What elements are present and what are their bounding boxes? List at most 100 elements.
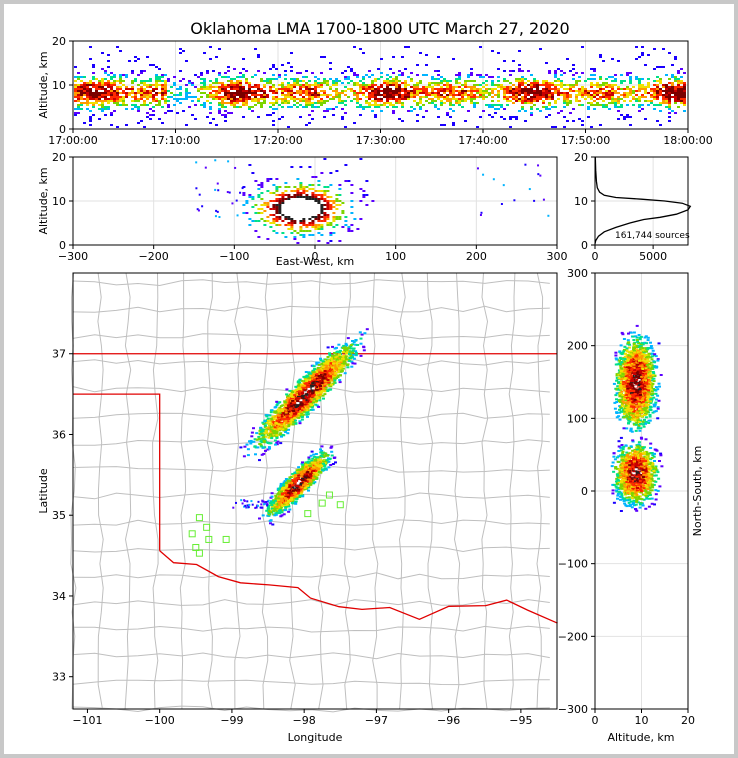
time-density-cell <box>440 102 443 104</box>
time-density-cell <box>98 96 101 98</box>
time-density-cell <box>74 80 77 82</box>
lightning-source <box>338 353 341 356</box>
time-axis-tick-label: 18:00:00 <box>663 134 712 147</box>
lightning-source <box>299 399 303 402</box>
lightning-source <box>351 340 354 342</box>
time-density-cell <box>671 82 674 84</box>
time-density-cell <box>599 78 602 80</box>
time-density-cell <box>398 96 401 98</box>
time-density-cell <box>344 100 347 102</box>
time-density-cell <box>608 90 611 92</box>
time-density-cell <box>536 86 539 88</box>
lightning-source <box>278 401 282 404</box>
time-density-cell <box>371 82 374 84</box>
time-density-cell <box>566 102 569 104</box>
eastwest-density-cell <box>344 220 348 222</box>
time-density-cell <box>575 82 578 84</box>
eastwest-density-cell <box>284 206 288 208</box>
lightning-source <box>326 360 330 363</box>
time-density-cell <box>314 80 317 82</box>
lightning-source <box>299 388 303 391</box>
time-density-cell <box>683 110 686 112</box>
lightning-source <box>342 364 346 367</box>
time-density-cell <box>218 72 221 74</box>
lightning-source <box>332 356 336 359</box>
lightning-source <box>272 432 276 435</box>
time-density-cell <box>599 54 602 56</box>
time-density-cell <box>554 72 557 74</box>
lightning-source <box>260 432 264 435</box>
time-density-cell <box>374 88 377 90</box>
time-density-cell <box>314 96 317 98</box>
time-density-cell <box>323 110 326 112</box>
time-density-cell <box>116 126 119 128</box>
eastwest-density-cell <box>326 206 330 208</box>
time-density-cell <box>185 88 188 90</box>
time-density-cell <box>677 80 680 82</box>
eastwest-density-cell <box>296 194 300 196</box>
lightning-source <box>275 442 279 444</box>
eastwest-density-cell <box>272 222 276 224</box>
lightning-source <box>262 429 266 432</box>
lightning-source <box>249 442 253 445</box>
time-density-cell <box>620 80 623 82</box>
time-density-cell <box>503 98 506 100</box>
time-density-cell <box>278 98 281 100</box>
time-density-cell <box>542 90 545 92</box>
time-density-cell <box>170 86 173 88</box>
time-density-cell <box>74 114 77 116</box>
time-density-cell <box>395 98 398 100</box>
time-density-cell <box>77 96 80 98</box>
time-density-cell <box>596 98 599 100</box>
lightning-source <box>303 408 307 411</box>
time-density-cell <box>98 86 101 88</box>
eastwest-density-cell <box>326 224 330 226</box>
time-density-cell <box>368 70 371 72</box>
time-density-cell <box>164 100 167 102</box>
time-density-cell <box>362 52 365 54</box>
eastwest-density-cell <box>311 214 315 216</box>
time-density-cell <box>542 96 545 98</box>
time-density-cell <box>224 110 227 112</box>
eastwest-density-cell <box>296 242 300 244</box>
time-density-cell <box>125 104 128 106</box>
time-density-cell <box>311 118 314 120</box>
lightning-source <box>297 386 301 389</box>
lightning-source <box>267 446 271 449</box>
eastwest-density-cell <box>317 206 321 208</box>
lightning-source <box>288 416 292 419</box>
time-density-cell <box>143 84 146 86</box>
eastwest-density-cell <box>260 198 264 200</box>
time-density-cell <box>137 88 140 90</box>
time-density-cell <box>671 110 674 112</box>
time-density-cell <box>254 96 257 98</box>
eastwest-density-cell <box>275 190 279 192</box>
time-density-cell <box>134 60 137 62</box>
eastwest-density-cell <box>311 212 315 214</box>
time-density-cell <box>368 94 371 96</box>
time-density-cell <box>593 70 596 72</box>
time-density-cell <box>230 84 233 86</box>
time-density-cell <box>587 116 590 118</box>
lightning-source <box>259 426 263 429</box>
time-density-cell <box>578 80 581 82</box>
time-density-cell <box>290 88 293 90</box>
time-density-cell <box>542 100 545 102</box>
eastwest-density-cell <box>272 230 276 232</box>
time-density-cell <box>89 102 92 104</box>
time-density-cell <box>512 84 515 86</box>
time-density-cell <box>218 48 221 50</box>
eastwest-density-cell <box>284 202 288 204</box>
time-density-cell <box>209 84 212 86</box>
eastwest-density-cell <box>251 172 255 174</box>
lightning-source <box>327 370 331 373</box>
lightning-source <box>316 387 320 390</box>
time-density-cell <box>83 98 86 100</box>
time-density-cell <box>92 64 95 66</box>
time-density-cell <box>74 90 77 92</box>
time-density-cell <box>359 92 362 94</box>
time-density-cell <box>236 76 239 78</box>
time-density-cell <box>107 66 110 68</box>
time-density-cell <box>503 96 506 98</box>
time-density-cell <box>218 92 221 94</box>
